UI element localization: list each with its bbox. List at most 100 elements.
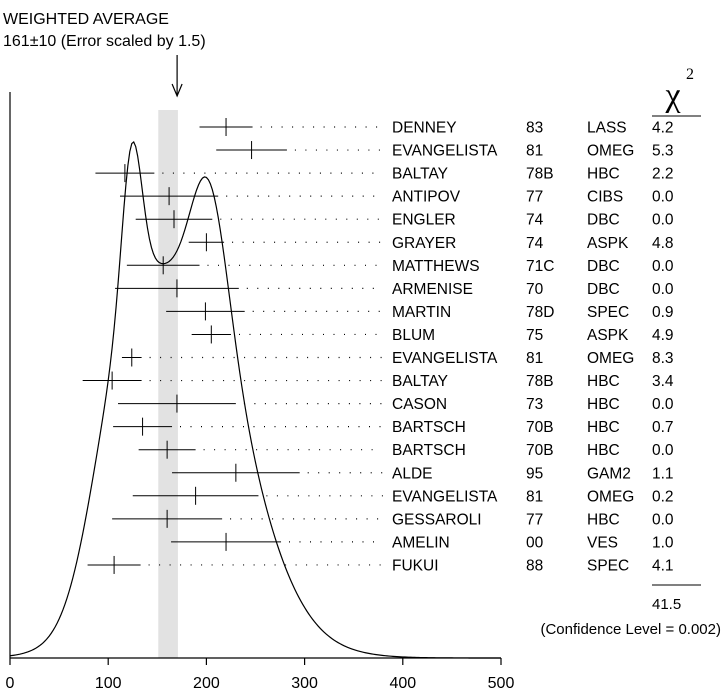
year-label: 78B xyxy=(526,166,554,183)
chart-subtitle: 161±10 (Error scaled by 1.5) xyxy=(3,33,206,50)
year-label: 70 xyxy=(526,281,544,298)
measurement-row: MATTHEWS 71C DBC 0.0 xyxy=(126,256,674,275)
author-label: EVANGELISTA xyxy=(392,143,498,160)
x-tick-label: 200 xyxy=(193,675,220,692)
chi2-value: 4.8 xyxy=(652,235,674,252)
technique-label: CIBS xyxy=(587,189,623,206)
measurement-row: EVANGELISTA 81 OMEG 5.3 xyxy=(216,141,674,160)
measurement-row: EVANGELISTA 81 OMEG 8.3 xyxy=(121,348,674,367)
measurement-row: ALDE 95 GAM2 1.1 xyxy=(172,463,674,482)
year-label: 78B xyxy=(526,373,554,390)
year-label: 70B xyxy=(526,442,554,459)
technique-label: HBC xyxy=(587,442,620,459)
author-label: EVANGELISTA xyxy=(392,488,498,505)
author-label: BALTAY xyxy=(392,373,448,390)
chi2-value: 0.7 xyxy=(652,419,674,436)
author-label: DENNEY xyxy=(392,120,457,137)
author-label: CASON xyxy=(392,396,447,413)
x-axis-ticks: 0 100 200 300 400 500 xyxy=(6,658,515,692)
year-label: 70B xyxy=(526,419,554,436)
measurement-row: BALTAY 78B HBC 3.4 xyxy=(82,371,674,390)
author-label: ALDE xyxy=(392,465,433,482)
measurement-row: GRAYER 74 ASPK 4.8 xyxy=(188,233,674,252)
measurement-row: ANTIPOV 77 CIBS 0.0 xyxy=(119,187,674,206)
technique-label: OMEG xyxy=(587,143,634,160)
average-arrow xyxy=(171,55,183,98)
author-label: BLUM xyxy=(392,327,435,344)
year-label: 77 xyxy=(526,189,543,206)
author-label: BARTSCH xyxy=(392,419,466,436)
technique-label: HBC xyxy=(587,166,620,183)
measurement-row: BARTSCH 70B HBC 0.7 xyxy=(113,417,674,436)
measurement-row: GESSAROLI 77 HBC 0.0 xyxy=(112,509,674,528)
author-label: ANTIPOV xyxy=(392,189,461,206)
chi2-value: 3.4 xyxy=(652,373,674,390)
chi2-value: 0.0 xyxy=(652,189,674,206)
measurement-row: BLUM 75 ASPK 4.9 xyxy=(191,325,674,344)
chi2-symbol: χ xyxy=(664,77,680,114)
chi2-value: 0.0 xyxy=(652,212,674,229)
year-label: 83 xyxy=(526,120,543,137)
year-label: 81 xyxy=(526,143,543,160)
chi2-value: 1.1 xyxy=(652,465,674,482)
chi2-value: 8.3 xyxy=(652,350,674,367)
weighted-average-band xyxy=(158,110,178,658)
author-label: BARTSCH xyxy=(392,442,466,459)
author-label: ENGLER xyxy=(392,212,456,229)
technique-label: ASPK xyxy=(587,235,629,252)
year-label: 95 xyxy=(526,465,543,482)
measurement-row: AMELIN 00 VES 1.0 xyxy=(171,532,674,551)
year-label: 81 xyxy=(526,488,543,505)
chart-title: WEIGHTED AVERAGE xyxy=(3,11,169,28)
author-label: AMELIN xyxy=(392,534,450,551)
author-label: MATTHEWS xyxy=(392,258,480,275)
year-label: 00 xyxy=(526,534,544,551)
x-tick-label: 100 xyxy=(95,675,122,692)
technique-label: VES xyxy=(587,534,618,551)
year-label: 81 xyxy=(526,350,543,367)
technique-label: DBC xyxy=(587,212,620,229)
chi2-value: 0.0 xyxy=(652,281,674,298)
x-tick-label: 300 xyxy=(291,675,318,692)
technique-label: SPEC xyxy=(587,304,629,321)
chi2-value: 5.3 xyxy=(652,143,674,160)
chi2-value: 0.0 xyxy=(652,396,674,413)
chi2-value: 0.9 xyxy=(652,304,674,321)
author-label: GESSAROLI xyxy=(392,511,482,528)
technique-label: OMEG xyxy=(587,488,634,505)
x-tick-label: 500 xyxy=(488,675,515,692)
chi2-value: 0.0 xyxy=(652,442,674,459)
measurement-row: FUKUI 88 SPEC 4.1 xyxy=(87,555,674,574)
year-label: 71C xyxy=(526,258,554,275)
measurement-row: BALTAY 78B HBC 2.2 xyxy=(95,164,674,183)
chi2-value: 2.2 xyxy=(652,166,674,183)
year-label: 75 xyxy=(526,327,543,344)
year-label: 77 xyxy=(526,511,543,528)
measurement-row: ARMENISE 70 DBC 0.0 xyxy=(115,279,674,298)
technique-label: ASPK xyxy=(587,327,629,344)
year-label: 73 xyxy=(526,396,543,413)
year-label: 88 xyxy=(526,557,543,574)
chi2-value: 0.2 xyxy=(652,488,674,505)
chi2-value: 4.1 xyxy=(652,557,674,574)
x-tick-label: 400 xyxy=(389,675,416,692)
measurement-row: EVANGELISTA 81 OMEG 0.2 xyxy=(132,486,674,505)
technique-label: GAM2 xyxy=(587,465,631,482)
chi2-value: 4.2 xyxy=(652,120,674,137)
chi2-value: 4.9 xyxy=(652,327,674,344)
technique-label: DBC xyxy=(587,258,620,275)
chi2-value: 0.0 xyxy=(652,258,674,275)
author-label: FUKUI xyxy=(392,557,439,574)
technique-label: OMEG xyxy=(587,350,634,367)
technique-label: HBC xyxy=(587,396,620,413)
year-label: 74 xyxy=(526,235,544,252)
ideogram-curve xyxy=(9,141,502,659)
technique-label: HBC xyxy=(587,419,620,436)
chi2-value: 1.0 xyxy=(652,534,674,551)
author-label: GRAYER xyxy=(392,235,456,252)
author-label: EVANGELISTA xyxy=(392,350,498,367)
technique-label: HBC xyxy=(587,511,620,528)
chi2-total: 41.5 xyxy=(652,596,681,613)
measurement-row: ENGLER 74 DBC 0.0 xyxy=(135,210,674,229)
measurement-row: MARTIN 78D SPEC 0.9 xyxy=(166,302,674,321)
